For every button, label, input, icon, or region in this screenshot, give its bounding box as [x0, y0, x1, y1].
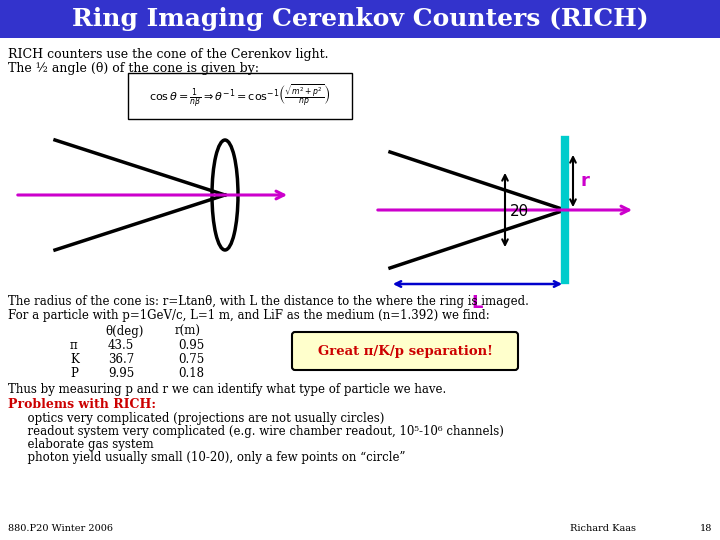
- Text: $\cos\theta = \frac{1}{n\beta} \Rightarrow \theta^{-1} = \cos^{-1}\!\left(\frac{: $\cos\theta = \frac{1}{n\beta} \Rightarr…: [149, 82, 331, 110]
- Text: Thus by measuring p and r we can identify what type of particle we have.: Thus by measuring p and r we can identif…: [8, 383, 446, 396]
- Text: Problems with RICH:: Problems with RICH:: [8, 398, 156, 411]
- Text: 9.95: 9.95: [108, 367, 134, 380]
- Text: r: r: [581, 172, 590, 190]
- Text: 0.18: 0.18: [178, 367, 204, 380]
- Text: 0.75: 0.75: [178, 353, 204, 366]
- Text: 880.P20 Winter 2006: 880.P20 Winter 2006: [8, 524, 113, 533]
- FancyBboxPatch shape: [0, 0, 720, 38]
- Text: elaborate gas system: elaborate gas system: [20, 438, 153, 451]
- Text: π: π: [70, 339, 78, 352]
- Text: 36.7: 36.7: [108, 353, 134, 366]
- Text: K: K: [70, 353, 79, 366]
- Text: photon yield usually small (10-20), only a few points on “circle”: photon yield usually small (10-20), only…: [20, 451, 405, 464]
- Text: P: P: [70, 367, 78, 380]
- Text: The ½ angle (θ) of the cone is given by:: The ½ angle (θ) of the cone is given by:: [8, 62, 259, 75]
- Text: r(m): r(m): [175, 325, 201, 338]
- Text: 18: 18: [700, 524, 712, 533]
- Text: For a particle with p=1GeV/c, L=1 m, and LiF as the medium (n=1.392) we find:: For a particle with p=1GeV/c, L=1 m, and…: [8, 309, 490, 322]
- Text: Ring Imaging Cerenkov Counters (RICH): Ring Imaging Cerenkov Counters (RICH): [72, 7, 648, 31]
- Text: 0.95: 0.95: [178, 339, 204, 352]
- Text: 2θ: 2θ: [510, 205, 529, 219]
- Text: RICH counters use the cone of the Cerenkov light.: RICH counters use the cone of the Cerenk…: [8, 48, 328, 61]
- Text: 43.5: 43.5: [108, 339, 134, 352]
- Text: Richard Kaas: Richard Kaas: [570, 524, 636, 533]
- Text: L: L: [472, 294, 483, 312]
- Text: optics very complicated (projections are not usually circles): optics very complicated (projections are…: [20, 412, 384, 425]
- Text: readout system very complicated (e.g. wire chamber readout, 10⁵-10⁶ channels): readout system very complicated (e.g. wi…: [20, 425, 504, 438]
- Text: Great π/K/p separation!: Great π/K/p separation!: [318, 345, 492, 357]
- Text: The radius of the cone is: r=Ltanθ, with L the distance to the where the ring is: The radius of the cone is: r=Ltanθ, with…: [8, 295, 529, 308]
- FancyBboxPatch shape: [292, 332, 518, 370]
- Text: θ(deg): θ(deg): [105, 325, 143, 338]
- FancyBboxPatch shape: [128, 73, 352, 119]
